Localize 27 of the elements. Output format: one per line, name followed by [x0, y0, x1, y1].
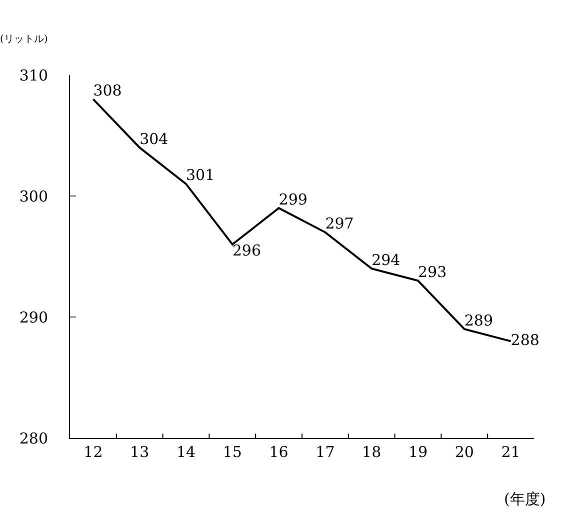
data-label: 294 [372, 250, 400, 269]
line-series [92, 98, 512, 342]
data-label: 297 [325, 214, 354, 233]
y-tick-label: 280 [19, 429, 48, 448]
data-label: 308 [93, 81, 122, 100]
data-label: 299 [278, 190, 308, 208]
x-tick-label: 15 [222, 443, 242, 461]
data-label: 293 [418, 262, 447, 281]
data-label: 304 [140, 130, 168, 148]
x-tick-label: 13 [130, 443, 150, 461]
data-label: 301 [186, 166, 215, 184]
data-label: 289 [464, 311, 494, 330]
x-tick-label: 14 [176, 443, 196, 461]
y-axis-title: (リットル) [0, 34, 48, 45]
y-tick-label: 290 [19, 308, 48, 326]
x-tick-label: 20 [454, 443, 474, 461]
data-label: 296 [232, 242, 262, 260]
y-tick-label: 300 [19, 187, 48, 206]
x-tick-label: 18 [362, 443, 382, 461]
x-tick-label: 19 [408, 443, 428, 461]
x-tick-label: 21 [501, 443, 520, 461]
y-tick-label: 310 [19, 66, 48, 84]
x-tick-label: 12 [84, 443, 103, 461]
x-tick-label: 17 [316, 443, 335, 461]
data-label: 288 [510, 330, 540, 349]
x-tick-label: 16 [269, 443, 288, 461]
x-axis-title: (年度) [504, 490, 546, 508]
